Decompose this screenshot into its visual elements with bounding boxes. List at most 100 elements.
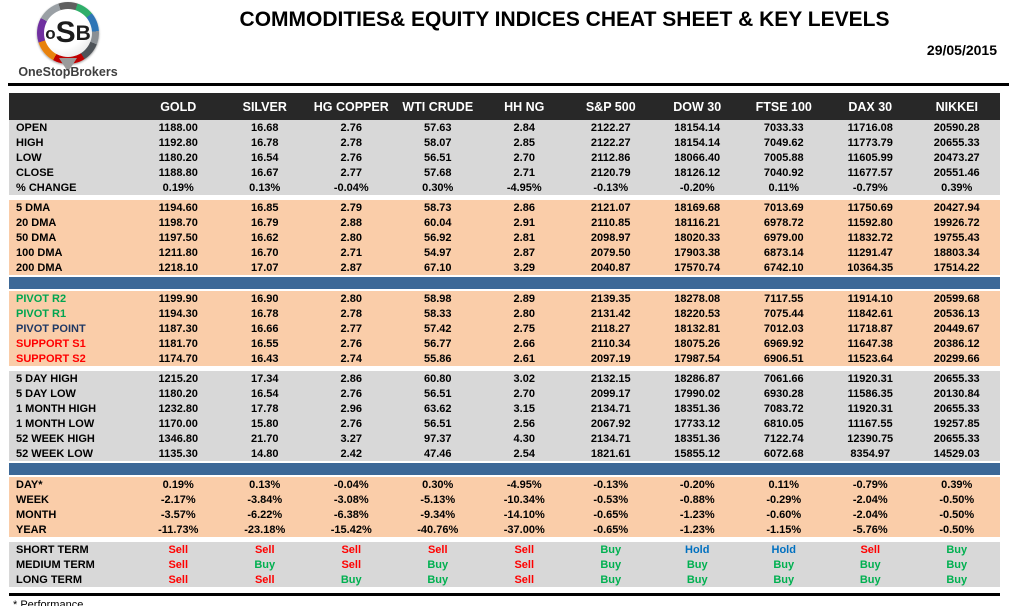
value-cell: 97.37 [423,432,452,445]
value-cell: 6873.14 [763,246,804,259]
value-cell: 20655.33 [933,136,980,149]
value-cell: -0.29% [766,493,802,506]
row-label: CLOSE [16,166,54,179]
value-cell: 11750.69 [847,201,893,214]
table-row: YEAR -11.73% -23.18% -15.42% -40.76% -37.00% -… [9,522,1000,537]
table-body: OPEN 1188.00 16.68 2.76 57.63 2.84 2122.27 1815… [9,120,1000,587]
row-label: 1 MONTH LOW [16,417,95,430]
value-cell: -1.23% [679,508,715,521]
value-cell: 60.80 [423,372,452,385]
table-row: 5 DAY LOW 1180.20 16.54 2.76 56.51 2.70 2099.1… [9,386,1000,401]
value-cell: 2110.34 [591,337,631,350]
value-cell: 2.66 [513,337,535,350]
value-cell: 12390.75 [847,432,894,445]
signal-cell: Buy [427,558,449,571]
signal-cell: Buy [600,573,622,586]
value-cell: 20473.27 [933,151,980,164]
row-label: SUPPORT S2 [16,352,86,365]
value-cell: 16.79 [250,216,279,229]
value-cell: 2.75 [513,322,535,335]
value-cell: 56.51 [423,151,452,164]
value-cell: 6906.51 [763,352,804,365]
row-label: 52 WEEK HIGH [16,432,95,445]
section-ranges: 5 DAY HIGH 1215.20 17.34 2.86 60.80 3.02 2132.… [9,371,1000,461]
value-cell: 16.67 [250,166,279,179]
value-cell: 18278.08 [674,292,721,305]
value-cell: -0.53% [593,493,629,506]
value-cell: 2122.27 [590,121,631,134]
value-cell: 1192.80 [158,136,198,149]
value-cell: 2.61 [513,352,535,365]
value-cell: -0.50% [939,523,975,536]
value-cell: 16.78 [250,307,279,320]
value-cell: 2.76 [340,387,362,400]
value-cell: 57.42 [423,322,452,335]
value-cell: -0.50% [939,508,975,521]
value-cell: 7033.33 [763,121,804,134]
table-row: DAY* 0.19% 0.13% -0.04% 0.30% -4.95% -0.13% -0.… [9,477,1000,492]
value-cell: 1188.00 [158,121,198,134]
value-cell: 7061.66 [763,372,804,385]
value-cell: 18116.21 [674,216,720,229]
signal-cell: Buy [946,573,968,586]
value-cell: 2.96 [340,402,362,415]
value-cell: 1215.20 [158,372,199,385]
row-label: 20 DMA [16,216,57,229]
table-row: 52 WEEK LOW 1135.30 14.80 2.42 47.46 2.54 1821… [9,446,1000,461]
value-cell: 2.86 [513,201,535,214]
row-label: 5 DAY HIGH [16,372,78,385]
value-cell: 6969.92 [763,337,804,350]
row-label: SHORT TERM [16,543,89,556]
page-title: COMMODITIES& EQUITY INDICES CHEAT SHEET … [239,8,890,31]
value-cell: 1218.10 [158,261,199,274]
value-cell: 11605.99 [847,151,893,164]
value-cell: 15855.12 [674,447,721,460]
row-label: PIVOT POINT [16,322,86,335]
value-cell: 2.76 [340,121,362,134]
value-cell: -1.23% [679,523,715,536]
value-cell: 56.92 [423,231,452,244]
value-cell: -0.79% [852,478,888,491]
header-divider [8,83,1009,86]
value-cell: 58.98 [423,292,452,305]
value-cell: 47.46 [423,447,452,460]
value-cell: 2.86 [340,372,362,385]
footer-divider [9,593,1000,596]
column-header: NIKKEI [935,99,978,114]
signal-cell: Buy [773,558,795,571]
signal-cell: Sell [514,543,535,556]
value-cell: 2.85 [513,136,535,149]
value-cell: -3.84% [247,493,283,506]
table-row: PIVOT R2 1199.90 16.90 2.80 58.98 2.89 2139.35… [9,291,1000,306]
value-cell: 16.54 [250,387,279,400]
value-cell: -6.38% [333,508,369,521]
value-cell: 6742.10 [763,261,804,274]
value-cell: 7005.88 [763,151,804,164]
value-cell: -0.04% [333,478,369,491]
value-cell: 11167.55 [847,417,893,430]
value-cell: 2040.87 [590,261,631,274]
value-cell: 2.88 [340,216,362,229]
value-cell: 15.80 [250,417,279,430]
value-cell: 0.13% [249,181,281,194]
row-label: 52 WEEK LOW [16,447,94,460]
value-cell: 2121.07 [590,201,631,214]
value-cell: 3.29 [513,261,535,274]
column-header: WTI CRUDE [402,99,474,114]
value-cell: 11920.31 [847,372,893,385]
logo-letter-b: B [75,21,91,45]
signal-cell: Buy [340,573,362,586]
value-cell: -11.73% [158,523,199,536]
value-cell: 20536.13 [933,307,980,320]
value-cell: -3.08% [333,493,369,506]
signal-cell: Buy [773,573,795,586]
value-cell: 2122.27 [590,136,631,149]
column-header: SILVER [242,99,287,114]
value-cell: 16.70 [250,246,279,259]
value-cell: 18169.68 [674,201,721,214]
section-moving-averages: 5 DMA 1194.60 16.85 2.79 58.73 2.86 2121.07 181… [9,200,1000,275]
section-divider [9,463,1000,475]
row-label: YEAR [16,523,47,536]
value-cell: -10.34% [503,493,545,506]
value-cell: 56.77 [423,337,452,350]
